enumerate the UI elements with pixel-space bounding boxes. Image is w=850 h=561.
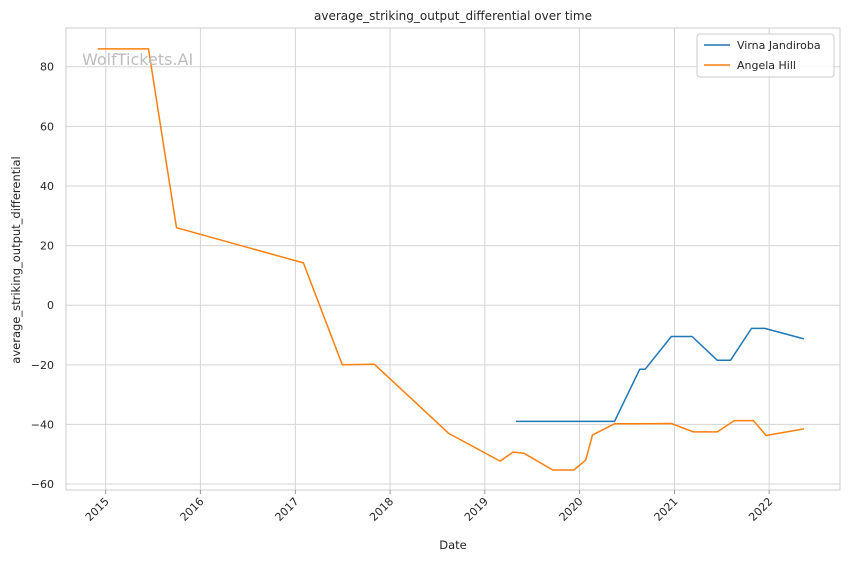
plot-area-frame <box>65 27 841 491</box>
legend: Virna Jandiroba Angela Hill <box>696 33 835 78</box>
chart-title: average_striking_output_differential ove… <box>314 9 592 23</box>
series-layer <box>97 48 805 471</box>
legend-label-virna-jandiroba: Virna Jandiroba <box>737 39 821 52</box>
y-tick-label: −60 <box>31 478 54 491</box>
y-tick-label: 0 <box>47 299 54 312</box>
y-tick-label: 40 <box>40 180 54 193</box>
legend-label-angela-hill: Angela Hill <box>737 59 796 72</box>
y-tick-label: −40 <box>31 418 54 431</box>
series-line-angela-hill <box>97 48 805 471</box>
y-axis: 80 60 40 20 0 −20 −40 −60 <box>31 61 54 491</box>
y-tick-label: −20 <box>31 359 54 372</box>
watermark-text: WolfTickets.AI <box>82 50 193 69</box>
y-axis-title: average_striking_output_differential <box>9 156 23 363</box>
legend-box <box>696 33 835 78</box>
series-line-virna-jandiroba <box>515 327 805 423</box>
x-axis-title: Date <box>439 538 467 552</box>
y-tick-label: 80 <box>40 61 54 74</box>
y-tick-label: 60 <box>40 120 54 133</box>
grid-lines <box>66 28 840 490</box>
y-tick-label: 20 <box>40 240 54 253</box>
